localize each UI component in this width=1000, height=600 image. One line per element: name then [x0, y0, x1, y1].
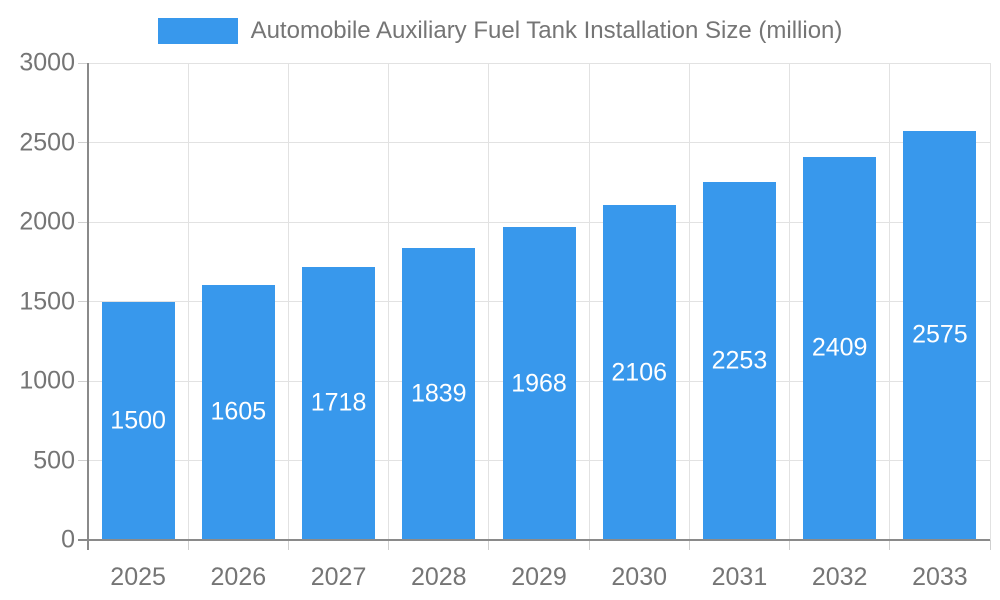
- x-axis-label: 2027: [310, 563, 367, 591]
- bar-value-label: 2409: [811, 333, 868, 362]
- y-axis-label: 2500: [19, 128, 75, 156]
- y-axis-label: 1500: [19, 287, 75, 315]
- x-axis-tick: [588, 540, 590, 550]
- x-axis-line: [78, 539, 990, 541]
- bar-value-label: 1839: [410, 379, 467, 408]
- x-axis-label: 2030: [611, 563, 668, 591]
- bar-2031: [702, 181, 776, 540]
- y-axis-tick: [78, 142, 88, 143]
- gridline-vertical: [488, 63, 490, 540]
- x-axis-label: 2028: [410, 563, 467, 591]
- legend-swatch: [157, 18, 238, 44]
- y-axis-line: [87, 63, 89, 550]
- x-axis-tick: [688, 540, 690, 550]
- y-axis-label: 0: [61, 525, 75, 554]
- x-axis-label: 2029: [511, 563, 567, 591]
- gridline-vertical: [287, 63, 289, 540]
- x-axis-tick: [388, 540, 390, 550]
- gridline-horizontal: [88, 221, 990, 223]
- legend-title: Automobile Auxiliary Fuel Tank Installat…: [250, 17, 843, 44]
- x-axis-tick: [488, 540, 490, 550]
- x-axis-label: 2026: [210, 563, 267, 591]
- bar-2033: [903, 130, 977, 540]
- x-axis-label: 2032: [811, 563, 868, 591]
- bar-2032: [803, 156, 877, 540]
- y-axis-tick: [78, 301, 88, 302]
- y-axis-tick: [78, 380, 88, 382]
- x-axis-tick: [187, 540, 189, 550]
- x-axis-tick: [889, 540, 891, 550]
- bar-2026: [201, 284, 275, 540]
- bar-value-label: 1500: [110, 406, 166, 435]
- gridline-vertical: [789, 63, 791, 540]
- x-axis-label: 2031: [711, 563, 768, 591]
- bar-value-label: 1605: [210, 397, 267, 426]
- bar-value-label: 1968: [511, 369, 567, 398]
- gridline-vertical: [989, 63, 991, 540]
- gridline-horizontal: [88, 62, 990, 64]
- bar-2027: [302, 266, 376, 540]
- x-axis-tick: [989, 540, 991, 550]
- y-axis-label: 2000: [19, 207, 75, 236]
- plot-area: 0 500 1000 1500 2000 2500 3000 1500 2025 1605 2026…: [19, 49, 991, 591]
- gridline-vertical: [388, 63, 390, 540]
- x-axis-tick: [789, 540, 791, 550]
- x-axis-tick: [287, 540, 289, 550]
- bar-value-label: 2575: [912, 320, 968, 349]
- y-axis-label: 1000: [19, 366, 75, 395]
- bar-2029: [502, 227, 576, 540]
- bar-value-label: 2253: [711, 346, 768, 375]
- bar-2025: [101, 301, 175, 540]
- bar-2030: [602, 205, 676, 540]
- gridline-vertical: [187, 63, 189, 540]
- x-axis-label: 2033: [912, 563, 968, 591]
- chart-legend: Automobile Auxiliary Fuel Tank Installat…: [0, 17, 1000, 45]
- y-axis-tick: [78, 460, 88, 461]
- gridline-vertical: [889, 63, 891, 540]
- gridline-vertical: [588, 63, 590, 540]
- bar-2028: [402, 247, 476, 540]
- y-axis-label: 500: [33, 446, 75, 474]
- y-axis-tick: [78, 62, 88, 64]
- y-axis-tick: [78, 221, 88, 223]
- y-axis-label: 3000: [19, 48, 75, 77]
- bar-value-label: 1718: [310, 388, 367, 417]
- x-axis-label: 2025: [110, 563, 166, 591]
- gridline-vertical: [688, 63, 690, 540]
- bar-value-label: 2106: [611, 358, 668, 387]
- gridline-horizontal: [88, 142, 990, 143]
